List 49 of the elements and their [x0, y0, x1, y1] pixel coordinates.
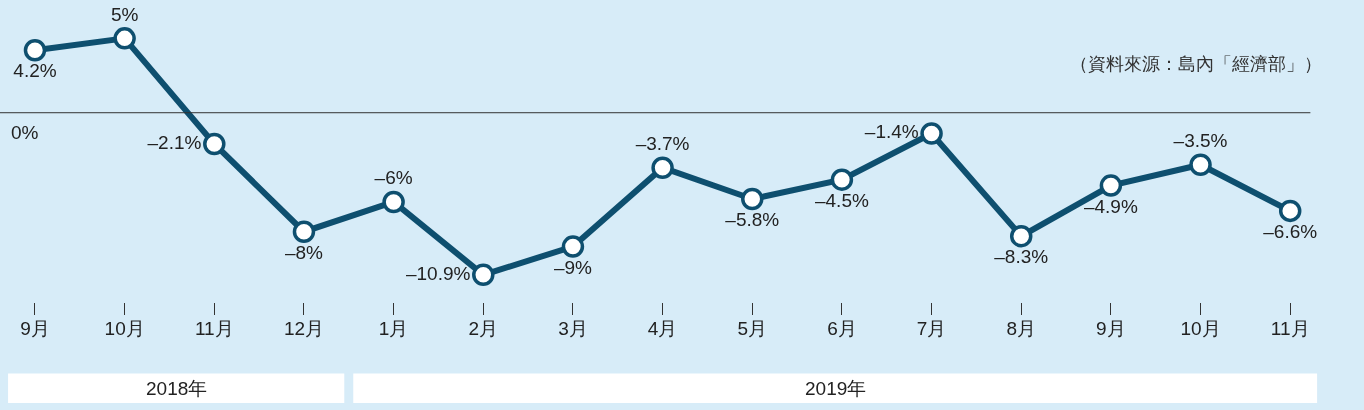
x-tick-label: 12月 — [283, 318, 325, 339]
point — [113, 27, 136, 50]
x-tick-label: 11月 — [1270, 318, 1310, 339]
x-tick-label: 10月 — [1180, 318, 1221, 339]
x-tick-label: 11月 — [194, 318, 234, 339]
x-tick-label: 6月 — [827, 318, 857, 339]
point — [292, 220, 316, 243]
data-label: 4.2% — [13, 60, 57, 82]
data-label: –8.3% — [994, 246, 1049, 268]
point — [1189, 153, 1212, 177]
annotation: （資料來源：島內「經濟部」） — [1070, 54, 1322, 74]
point — [1278, 199, 1302, 223]
data-label: –8% — [284, 241, 324, 263]
data-label: –6% — [374, 167, 413, 189]
ref-line-label: 0% — [11, 122, 39, 143]
point — [203, 132, 226, 156]
x-tick-label: 5月 — [737, 318, 768, 339]
x-tick-label: 8月 — [1006, 318, 1037, 339]
point — [561, 235, 585, 258]
point — [651, 156, 674, 179]
x-tick-label: 1月 — [378, 318, 409, 339]
x-tick-label: 10月 — [104, 318, 145, 339]
data-label: –5.8% — [725, 209, 780, 231]
data-label: –4.9% — [1083, 195, 1138, 217]
text: 2019年 — [805, 378, 867, 399]
x-tick-label: 3月 — [558, 318, 588, 339]
point — [920, 122, 943, 145]
data-label: –6.6% — [1263, 221, 1318, 243]
point — [1009, 224, 1033, 248]
data-label: 5% — [110, 3, 139, 25]
data-label: –3.5% — [1173, 130, 1228, 152]
data-label: –2.1% — [147, 131, 202, 153]
data-label: –9% — [553, 256, 593, 278]
data-label: –1.4% — [864, 121, 919, 143]
x-tick-label: 9月 — [20, 318, 50, 339]
point — [830, 168, 854, 191]
x-tick-label: 7月 — [916, 318, 947, 339]
data-label: –10.9% — [405, 262, 471, 284]
text: 2018年 — [146, 378, 208, 399]
point — [382, 190, 405, 214]
x-tick-label: 4月 — [647, 318, 678, 339]
data-label: –4.5% — [814, 189, 869, 211]
data-label: –3.7% — [635, 133, 690, 155]
point — [1099, 174, 1123, 197]
x-tick-label: 9月 — [1096, 318, 1126, 339]
point — [741, 187, 764, 211]
point — [472, 263, 495, 287]
point — [23, 39, 47, 62]
x-tick-label: 2月 — [468, 318, 499, 339]
